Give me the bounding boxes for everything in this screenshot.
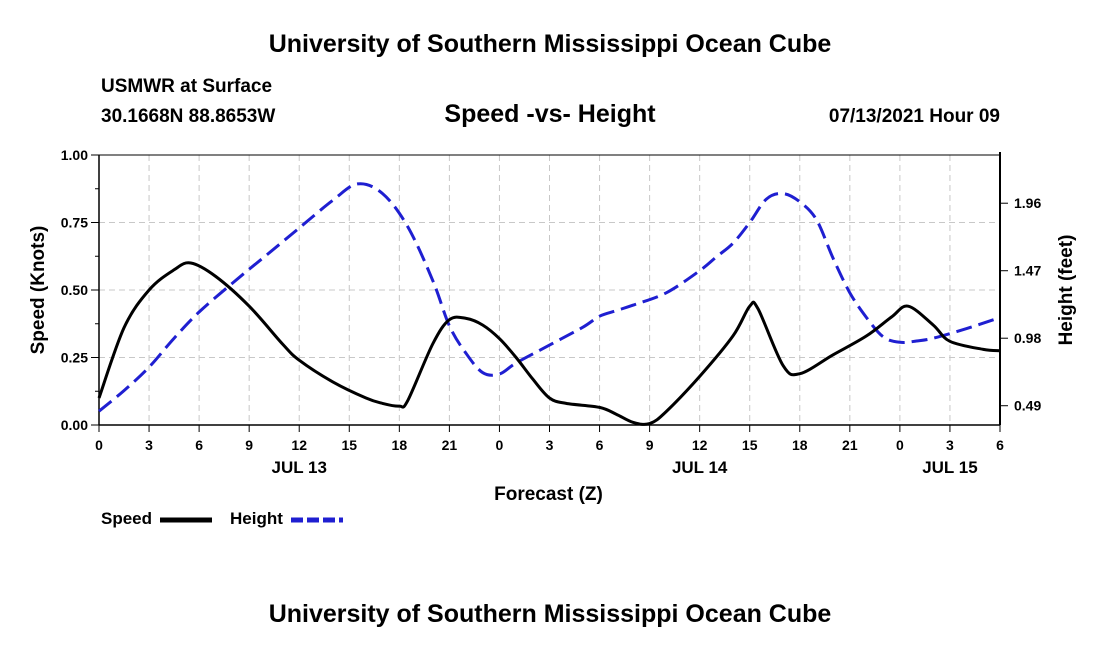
chart-header-title: University of Southern Mississippi Ocean… (268, 30, 832, 58)
chart-labels: 0.00 0.25 0.50 0.75 1.00 0.49 0.98 1.47 1.96 0 3 6 9… (28, 147, 1077, 505)
right-axis-tick-label: 1.47 (1014, 263, 1041, 279)
bottom-axis-tick-label: 21 (842, 437, 858, 453)
date-label: JUL 13 (271, 458, 326, 477)
left-axis-title: Speed (Knots) (28, 226, 49, 355)
right-axis-title: Height (feet) (1056, 235, 1077, 346)
station-coords: 30.1668N 88.8653W (101, 106, 276, 127)
bottom-axis-tick-label: 0 (896, 437, 904, 453)
chart-footer-title: University of Southern Mississippi Ocean… (268, 600, 832, 628)
bottom-axis-tick-label: 6 (596, 437, 604, 453)
left-axis-tick-label: 1.00 (61, 147, 88, 163)
left-axis-tick-label: 0.50 (61, 282, 88, 298)
height-series-line (98, 182, 1001, 413)
right-axis-tick-label: 0.98 (1014, 330, 1041, 346)
chart-axes (91, 152, 1008, 432)
legend-height-label: Height (230, 509, 283, 528)
date-label: JUL 14 (672, 458, 728, 477)
speed-series-line (97, 261, 1001, 426)
bottom-axis-tick-label: 12 (291, 437, 307, 453)
date-label: JUL 15 (922, 458, 977, 477)
right-axis-tick-label: 1.96 (1014, 195, 1041, 211)
bottom-axis-tick-label: 0 (95, 437, 103, 453)
bottom-axis-tick-label: 3 (145, 437, 153, 453)
left-axis-tick-label: 0.25 (61, 350, 88, 366)
bottom-axis-tick-label: 6 (195, 437, 203, 453)
left-axis-tick-label: 0.00 (61, 417, 88, 433)
bottom-axis-tick-label: 18 (792, 437, 808, 453)
left-axis-tick-label: 0.75 (61, 215, 88, 231)
chart-grid (99, 155, 1000, 425)
bottom-axis-tick-label: 9 (245, 437, 253, 453)
bottom-axis-tick-label: 3 (546, 437, 554, 453)
chart-series (97, 182, 1001, 426)
forecast-datetime: 07/13/2021 Hour 09 (828, 106, 1000, 127)
station-label: USMWR at Surface (101, 76, 273, 97)
bottom-axis-tick-label: 15 (341, 437, 357, 453)
bottom-axis-tick-label: 6 (996, 437, 1004, 453)
bottom-axis-tick-label: 0 (496, 437, 504, 453)
bottom-axis-tick-label: 15 (742, 437, 758, 453)
bottom-axis-tick-label: 3 (946, 437, 954, 453)
right-axis-tick-label: 0.49 (1014, 398, 1041, 414)
bottom-axis-tick-label: 9 (646, 437, 654, 453)
bottom-axis-tick-label: 18 (392, 437, 408, 453)
bottom-axis-tick-label: 12 (692, 437, 708, 453)
legend-speed-label: Speed (101, 509, 153, 528)
bottom-axis-tick-label: 21 (442, 437, 458, 453)
chart-subtitle: Speed -vs- Height (444, 100, 656, 128)
x-axis-title: Forecast (Z) (494, 484, 603, 505)
